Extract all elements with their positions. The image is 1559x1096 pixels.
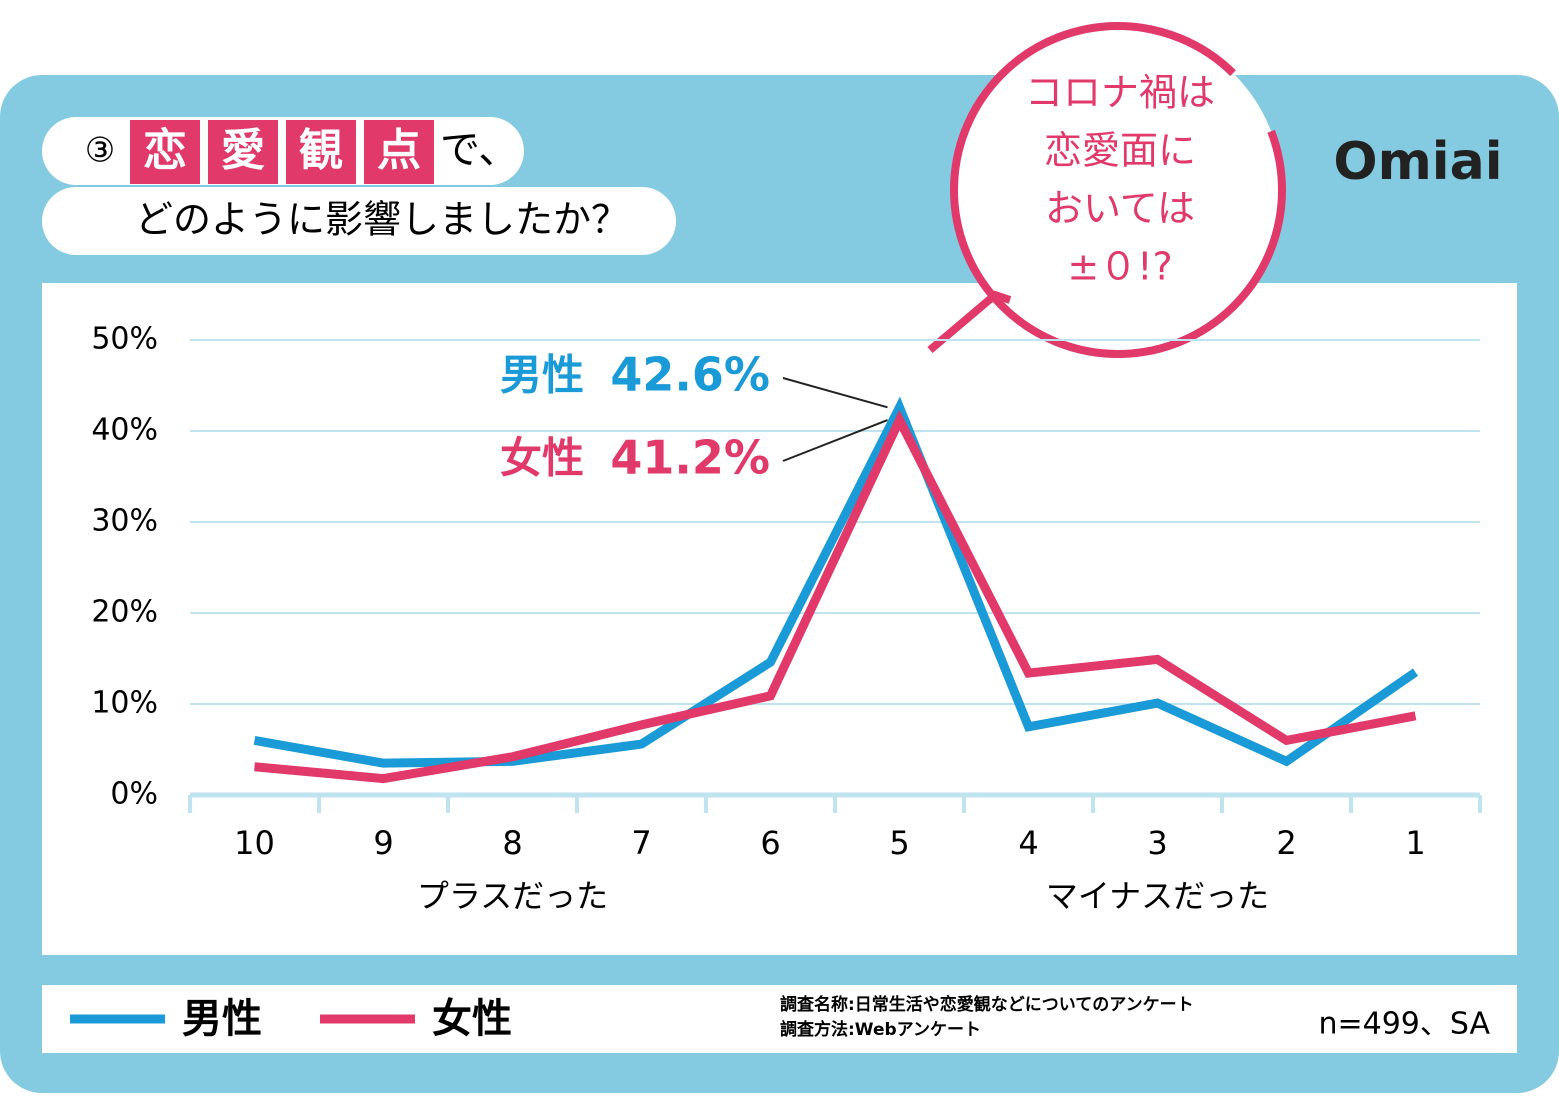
y-tick-label: 20% xyxy=(91,595,158,630)
y-tick-label: 30% xyxy=(91,504,158,539)
title-highlight-char: 観 xyxy=(299,125,343,176)
x-tick-label: 1 xyxy=(1405,824,1425,862)
title-highlight-box xyxy=(286,120,356,184)
subtitle-pill xyxy=(42,187,676,255)
data-label: 42.6% xyxy=(610,348,770,402)
x-tick-label: 3 xyxy=(1147,824,1167,862)
title-highlight-char: 恋 xyxy=(143,125,187,176)
title-highlight-char: 点 xyxy=(377,125,421,176)
y-tick-label: 40% xyxy=(91,413,158,448)
callout-line: 恋愛面に xyxy=(1044,129,1196,173)
x-tick-label: 4 xyxy=(1018,824,1038,862)
callout-line: おいては xyxy=(1045,187,1195,231)
x-tick-label: 10 xyxy=(234,824,275,862)
title-highlight-box xyxy=(130,120,200,184)
x-tick-label: 7 xyxy=(631,824,651,862)
callout-tail xyxy=(927,290,1012,354)
series-line xyxy=(253,396,1419,768)
footer-panel xyxy=(42,985,1517,1053)
x-tick-label: 2 xyxy=(1276,824,1296,862)
x-tick-label: 6 xyxy=(760,824,780,862)
x-tick-label: 8 xyxy=(502,824,522,862)
source-line: 調査名称:日常生活や恋愛観などについてのアンケート xyxy=(780,994,1194,1015)
leader-line xyxy=(782,377,888,409)
title-highlight-char: 愛 xyxy=(221,125,265,176)
legend-label: 女性 xyxy=(432,996,512,1042)
x-tick-label: 5 xyxy=(889,824,909,862)
peak-series-name: 女性 xyxy=(500,434,584,483)
callout-line: ±０!? xyxy=(1067,245,1172,289)
x-group-label: プラスだった xyxy=(417,877,608,915)
title-rest: で、 xyxy=(440,127,518,173)
title-highlight: 恋愛観点 xyxy=(130,120,434,184)
subtitle: どのように影響しましたか？ xyxy=(135,198,629,242)
y-tick-label: 50% xyxy=(91,322,158,357)
callout-bubble xyxy=(950,22,1286,358)
sample-note: n=499、SA xyxy=(1318,1007,1490,1042)
legend-label: 男性 xyxy=(182,996,262,1042)
leader-line xyxy=(782,419,888,462)
peak-series-name: 男性 xyxy=(500,351,584,400)
brand-logo: Omiai xyxy=(1333,132,1502,192)
x-tick-label: 9 xyxy=(373,824,393,862)
plot-panel xyxy=(42,283,1517,955)
y-tick-label: 0% xyxy=(110,777,158,812)
x-group-label: マイナスだった xyxy=(1046,877,1269,915)
title-marker: ③ xyxy=(85,131,115,171)
y-tick-label: 10% xyxy=(91,686,158,721)
data-label: 41.2% xyxy=(610,431,770,485)
plot: 0% 10% 20% 30% 40% 50% 10 9 8 7 6 5 4 3 2 1 プラスだった マイナスだっ… xyxy=(91,322,1482,915)
title-highlight-box xyxy=(364,120,434,184)
source-line: 調査方法:Webアンケート xyxy=(780,1019,981,1040)
title-highlight-box xyxy=(208,120,278,184)
series-line xyxy=(254,409,1417,784)
callout-line: コロナ禍は xyxy=(1025,71,1215,115)
